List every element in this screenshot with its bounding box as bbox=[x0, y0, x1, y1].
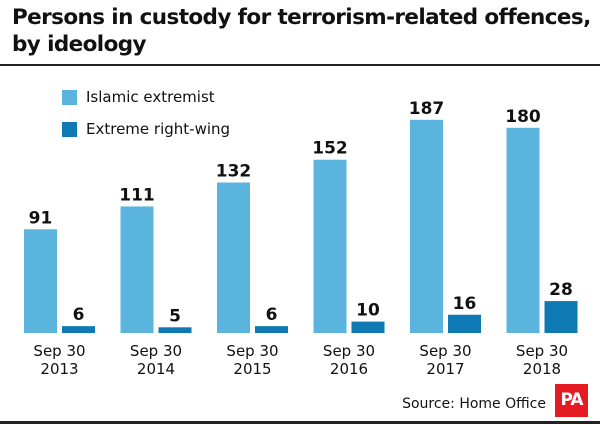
category-label-2014-line1: Sep 30 bbox=[130, 342, 182, 360]
value-label-right-wing-2015: 6 bbox=[266, 305, 278, 325]
category-label-2018-line2: 2018 bbox=[523, 360, 561, 378]
source-note: Source: Home Office bbox=[402, 396, 546, 412]
legend-swatch-islamic bbox=[62, 89, 77, 105]
value-label-right-wing-2017: 16 bbox=[453, 294, 477, 314]
value-label-islamic-2013: 91 bbox=[29, 208, 53, 228]
category-label-2016-line1: Sep 30 bbox=[323, 342, 375, 360]
category-label-2013-line2: 2013 bbox=[40, 360, 78, 378]
category-label-2015-line1: Sep 30 bbox=[226, 342, 278, 360]
bar-right-wing-2017 bbox=[448, 314, 481, 333]
bar-islamic-2018 bbox=[506, 127, 540, 333]
legend-label-right-wing: Extreme right-wing bbox=[86, 120, 231, 138]
legend-label-islamic: Islamic extremist bbox=[86, 88, 215, 106]
category-label-2017-line1: Sep 30 bbox=[419, 342, 471, 360]
bar-right-wing-2013 bbox=[62, 326, 95, 333]
value-label-islamic-2014: 111 bbox=[119, 185, 155, 205]
value-label-right-wing-2018: 28 bbox=[549, 280, 573, 300]
category-label-2018-line1: Sep 30 bbox=[516, 342, 568, 360]
category-label-2017-line2: 2017 bbox=[426, 360, 464, 378]
chart-title: Persons in custody for terrorism-related… bbox=[12, 5, 591, 57]
category-label-2014-line2: 2014 bbox=[137, 360, 175, 378]
bar-islamic-2013 bbox=[24, 229, 57, 333]
bar-islamic-2016 bbox=[313, 159, 347, 333]
top-rule bbox=[0, 64, 600, 66]
legend-swatch-right-wing bbox=[62, 121, 77, 137]
bar-islamic-2014 bbox=[120, 206, 154, 333]
legend-item-right-wing: Extreme right-wing bbox=[62, 120, 230, 138]
legend-item-islamic: Islamic extremist bbox=[62, 88, 215, 106]
bar-islamic-2017 bbox=[410, 119, 443, 333]
bar-right-wing-2018 bbox=[544, 301, 578, 333]
category-label-2016-line2: 2016 bbox=[330, 360, 368, 378]
value-label-islamic-2018: 180 bbox=[505, 107, 541, 127]
category-label-2015-line2: 2015 bbox=[233, 360, 271, 378]
pa-logo: PA bbox=[555, 384, 588, 417]
value-label-right-wing-2013: 6 bbox=[73, 305, 85, 325]
value-label-islamic-2017: 187 bbox=[409, 99, 445, 119]
value-label-right-wing-2014: 5 bbox=[169, 306, 181, 326]
category-label-2013-line1: Sep 30 bbox=[33, 342, 85, 360]
bar-islamic-2015 bbox=[217, 182, 250, 333]
value-label-islamic-2016: 152 bbox=[312, 139, 348, 159]
bar-right-wing-2015 bbox=[255, 326, 288, 333]
value-label-right-wing-2016: 10 bbox=[356, 301, 380, 321]
bottom-rule bbox=[0, 421, 600, 424]
bar-right-wing-2016 bbox=[351, 321, 385, 333]
value-label-islamic-2015: 132 bbox=[216, 162, 252, 182]
bar-right-wing-2014 bbox=[158, 327, 192, 333]
